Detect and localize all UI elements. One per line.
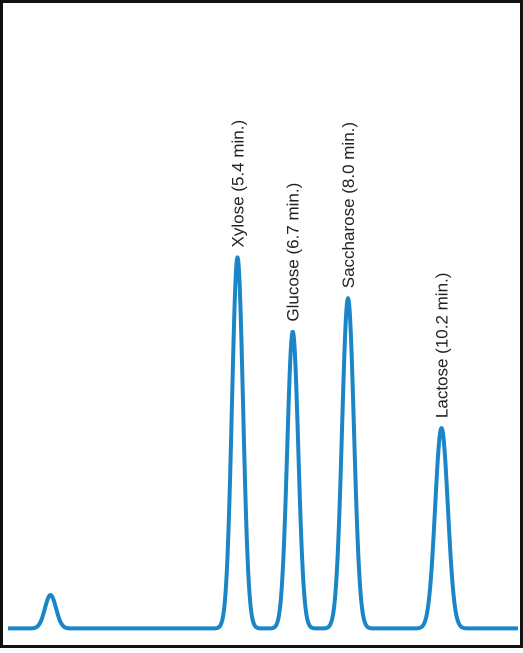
peak-label-4: Lactose (10.2 min.) bbox=[433, 273, 452, 419]
peak-label-2: Glucose (6.7 min.) bbox=[284, 183, 303, 322]
peak-label-1: Xylose (5.4 min.) bbox=[229, 120, 248, 248]
peak-label-3: Saccharose (8.0 min.) bbox=[339, 122, 358, 288]
